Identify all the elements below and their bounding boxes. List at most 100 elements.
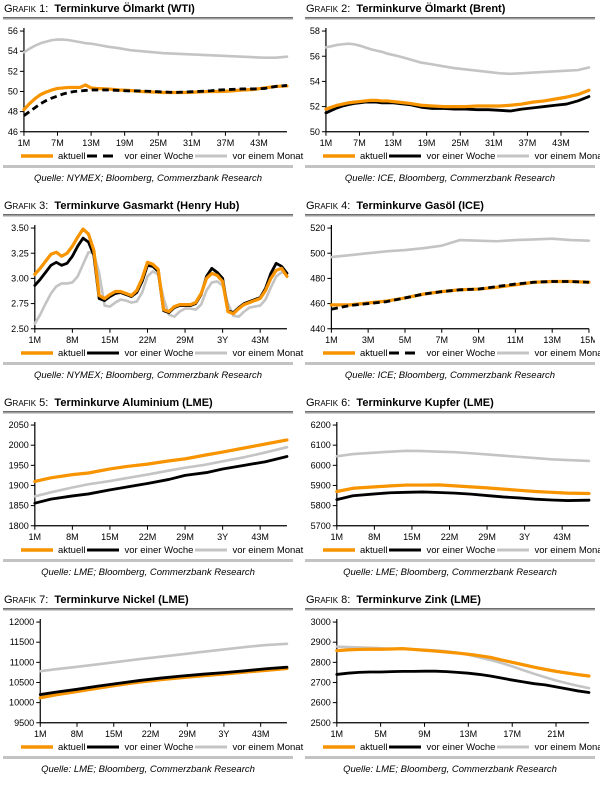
y-tick-label: 3000 xyxy=(311,617,331,627)
x-tick-label: 19M xyxy=(116,138,134,148)
x-tick-label: 15M xyxy=(101,335,119,345)
chart-block-kupfer: Grafik 6: Terminkurve Kupfer (LME) 5700 5… xyxy=(305,396,600,580)
x-tick-label: 43M xyxy=(553,532,571,542)
chart-legend: aktuell vor einer Woche vor einem Monat xyxy=(305,544,600,559)
chart-title: Terminkurve Gasöl (ICE) xyxy=(356,199,484,212)
line-chart-brent: 50 52 54 56 58 1M 7M 13M 19M 25M 31M 37M 43M xyxy=(310,26,591,148)
title-rule xyxy=(305,607,595,611)
chart-legend: aktuell vor einer Woche vor einem Monat xyxy=(305,347,600,362)
chart-header: Grafik 7: Terminkurve Nickel (LME) xyxy=(3,593,293,608)
title-rule xyxy=(305,213,595,217)
title-rule xyxy=(3,410,293,414)
x-tick-label: 9M xyxy=(418,728,431,738)
y-tick-label: 9500 xyxy=(14,717,34,727)
legend-item-woche: vor einer Woche xyxy=(85,545,193,556)
series-line-woche xyxy=(335,669,591,694)
chart-header: Grafik 6: Terminkurve Kupfer (LME) xyxy=(305,396,595,411)
legend-rule xyxy=(305,164,595,168)
x-tick-label: 15M xyxy=(105,728,123,738)
legend-swatch-line xyxy=(87,351,120,355)
series-line-aktuell xyxy=(324,88,591,111)
y-tick-label: 52 xyxy=(8,66,18,76)
legend-item-monat: vor einem Monat xyxy=(193,151,303,162)
x-tick-label: 43M xyxy=(251,532,269,542)
legend-item-monat: vor einem Monat xyxy=(495,348,600,359)
y-tick-label: 54 xyxy=(8,46,18,56)
legend-swatch-line xyxy=(497,351,530,355)
line-chart-kupfer: 5700 5800 5900 6000 6100 6200 1M 8M 15M 22M 29M 3Y 4… xyxy=(311,420,591,542)
legend-label: vor einer Woche xyxy=(426,741,496,753)
x-tick-label: 3Y xyxy=(217,532,228,542)
series-line-aktuell xyxy=(329,279,591,307)
legend-item-woche: vor einer Woche xyxy=(387,545,495,556)
x-tick-label: 19M xyxy=(418,138,436,148)
y-tick-label: 480 xyxy=(310,273,325,283)
series-line-aktuell xyxy=(38,666,289,700)
legend-label: vor einem Monat xyxy=(534,741,600,753)
chart-source: Quelle: LME; Bloomberg, Commerzbank Rese… xyxy=(41,763,255,775)
x-tick-label: 1M xyxy=(331,532,344,542)
x-tick-label: 43M xyxy=(252,728,270,738)
legend-item-aktuell: aktuell xyxy=(19,545,85,556)
line-chart-henry-hub: 2.50 2.75 3.00 3.25 3.50 1M 8M 15M 22M 29M 3Y 43M xyxy=(11,223,289,345)
legend-item-monat: vor einem Monat xyxy=(193,742,303,753)
y-tick-label: 48 xyxy=(8,107,18,117)
title-rule xyxy=(3,17,293,20)
y-tick-label: 2600 xyxy=(311,697,331,707)
legend-item-woche: vor einer Woche xyxy=(387,742,495,753)
chart-source: Quelle: NYMEX; Bloomberg, Commerzbank Re… xyxy=(33,369,263,381)
title-rule xyxy=(3,213,293,217)
legend-swatch-line xyxy=(87,548,120,552)
legend-swatch-line xyxy=(323,745,355,749)
chart-number-label: Grafik 3: xyxy=(4,199,49,212)
legend-label: aktuell xyxy=(58,544,86,556)
x-tick-label: 37M xyxy=(217,138,235,148)
y-tick-label: 12000 xyxy=(9,617,34,627)
x-tick-label: 3Y xyxy=(519,532,530,542)
chart-title: Terminkurve Zink (LME) xyxy=(356,593,481,606)
legend-label: vor einem Monat xyxy=(232,150,304,162)
y-tick-label: 1800 xyxy=(9,521,29,531)
x-tick-label: 17M xyxy=(503,728,521,738)
chart-legend: aktuell vor einer Woche vor einem Monat xyxy=(305,741,600,756)
chart-title: Terminkurve Ölmarkt (WTI) xyxy=(54,3,195,15)
x-tick-label: 1M xyxy=(331,728,344,738)
legend-item-aktuell: aktuell xyxy=(19,742,85,753)
legend-rule xyxy=(3,755,293,759)
y-tick-label: 50 xyxy=(8,86,18,96)
legend-rule xyxy=(3,558,293,562)
x-tick-label: 1M xyxy=(29,532,42,542)
chart-legend: aktuell vor einer Woche vor einem Monat xyxy=(3,150,303,165)
legend-swatch-line xyxy=(21,154,53,159)
y-tick-label: 1850 xyxy=(9,500,29,510)
legend-swatch-line xyxy=(323,548,355,552)
x-tick-label: 43M xyxy=(250,138,268,148)
x-tick-label: 29M xyxy=(478,532,496,542)
chart-legend: aktuell vor einer Woche vor einem Monat xyxy=(305,150,600,165)
y-tick-label: 2050 xyxy=(9,420,29,430)
legend-label: aktuell xyxy=(58,150,86,162)
chart-source: Quelle: ICE, Bloomberg, Commerzbank Rese… xyxy=(344,172,556,184)
chart-number-label: Grafik 6: xyxy=(306,396,351,409)
y-tick-label: 2900 xyxy=(311,637,331,647)
chart-title: Terminkurve Nickel (LME) xyxy=(54,593,189,606)
y-tick-label: 2700 xyxy=(311,677,331,687)
legend-swatch-line xyxy=(87,154,120,158)
legend-label: vor einer Woche xyxy=(426,544,496,556)
legend-rule xyxy=(305,755,595,759)
x-tick-label: 21M xyxy=(547,728,565,738)
series-line-monat xyxy=(324,42,591,76)
legend-item-woche: vor einer Woche xyxy=(85,742,193,753)
legend-label: aktuell xyxy=(58,347,86,359)
series-line-monat xyxy=(22,38,289,60)
chart-header: Grafik 2: Terminkurve Ölmarkt (Brent) xyxy=(305,2,595,17)
legend-label: vor einer Woche xyxy=(426,150,496,162)
chart-source: Quelle: ICE; Bloomberg, Commerzbank Rese… xyxy=(344,369,556,381)
line-chart-wti: 46 48 50 52 54 56 1M 7M 13M 19M 25M 31M 37M 43M xyxy=(8,26,289,148)
y-tick-label: 5700 xyxy=(311,521,331,531)
x-tick-label: 22M xyxy=(142,728,160,738)
legend-swatch-line xyxy=(21,351,53,355)
chart-number-label: Grafik 4: xyxy=(306,199,351,212)
chart-legend: aktuell vor einer Woche vor einem Monat xyxy=(3,741,303,756)
y-tick-label: 50 xyxy=(310,127,320,137)
